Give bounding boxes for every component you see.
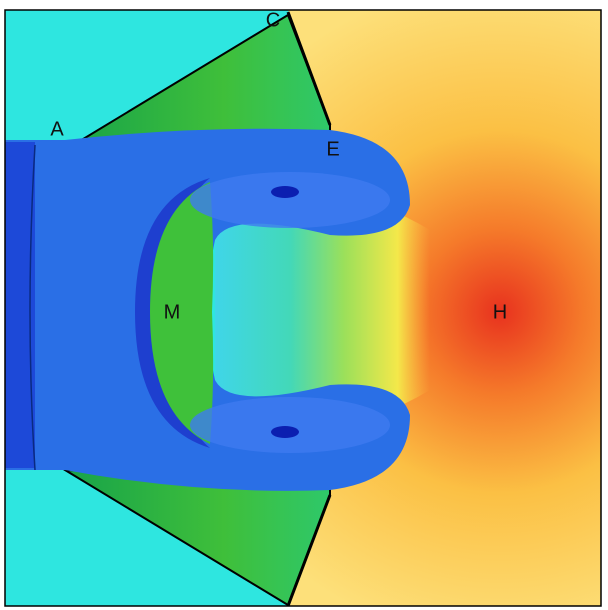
label: M: [164, 301, 181, 323]
upper-vortex-core: [271, 186, 299, 198]
field: [5, 10, 601, 606]
lower-vortex-core: [271, 426, 299, 438]
upper-vortex: [190, 172, 390, 228]
lower-vortex: [190, 397, 390, 453]
label: C: [266, 9, 280, 31]
label: A: [50, 118, 64, 140]
label: H: [493, 301, 507, 323]
label: E: [326, 138, 339, 160]
contour-plot: A C E M H: [0, 0, 608, 610]
